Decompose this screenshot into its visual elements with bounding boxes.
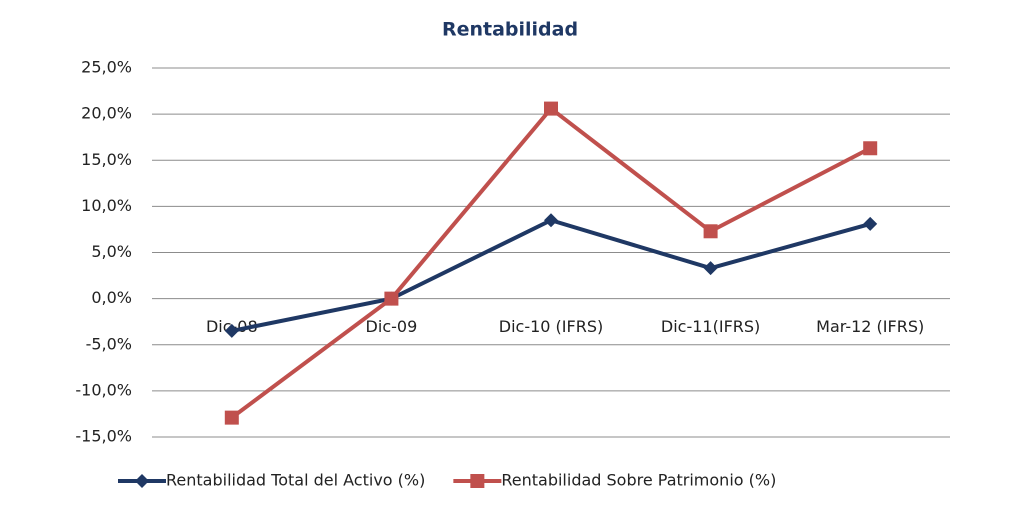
marker — [135, 474, 149, 488]
marker — [224, 323, 239, 338]
marker — [470, 474, 485, 488]
marker — [863, 216, 878, 231]
chart-title: Rentabilidad — [442, 19, 578, 41]
series-line — [231, 218, 871, 333]
legend-label: Rentabilidad Total del Activo (%) — [166, 471, 425, 490]
y-tick-label: 15,0% — [81, 150, 132, 169]
x-tick-label: Dic-10 (IFRS) — [499, 317, 603, 336]
marker — [544, 213, 558, 228]
marker — [224, 410, 239, 425]
y-tick-label: -10,0% — [75, 380, 132, 399]
y-tick-label: 10,0% — [81, 196, 132, 215]
y-tick-label: 0,0% — [91, 288, 132, 307]
y-tick-label: -15,0% — [75, 427, 132, 446]
y-tick-label: 5,0% — [91, 242, 132, 261]
x-tick-label: Mar-12 (IFRS) — [816, 317, 924, 336]
legend-item: Rentabilidad Total del Activo (%) — [118, 471, 425, 490]
y-tick-label: -5,0% — [86, 334, 132, 353]
legend-label: Rentabilidad Sobre Patrimonio (%) — [501, 471, 776, 490]
marker — [544, 101, 558, 116]
x-tick-label: Dic-11(IFRS) — [661, 317, 760, 336]
marker — [384, 291, 399, 306]
y-tick-label: 20,0% — [81, 104, 132, 123]
marker — [703, 261, 718, 276]
x-tick-label: Dic-09 — [366, 317, 418, 336]
marker — [863, 141, 878, 156]
legend-item: Rentabilidad Sobre Patrimonio (%) — [453, 471, 776, 490]
marker — [703, 224, 718, 239]
y-tick-label: 25,0% — [81, 58, 132, 77]
series-line — [230, 105, 872, 420]
